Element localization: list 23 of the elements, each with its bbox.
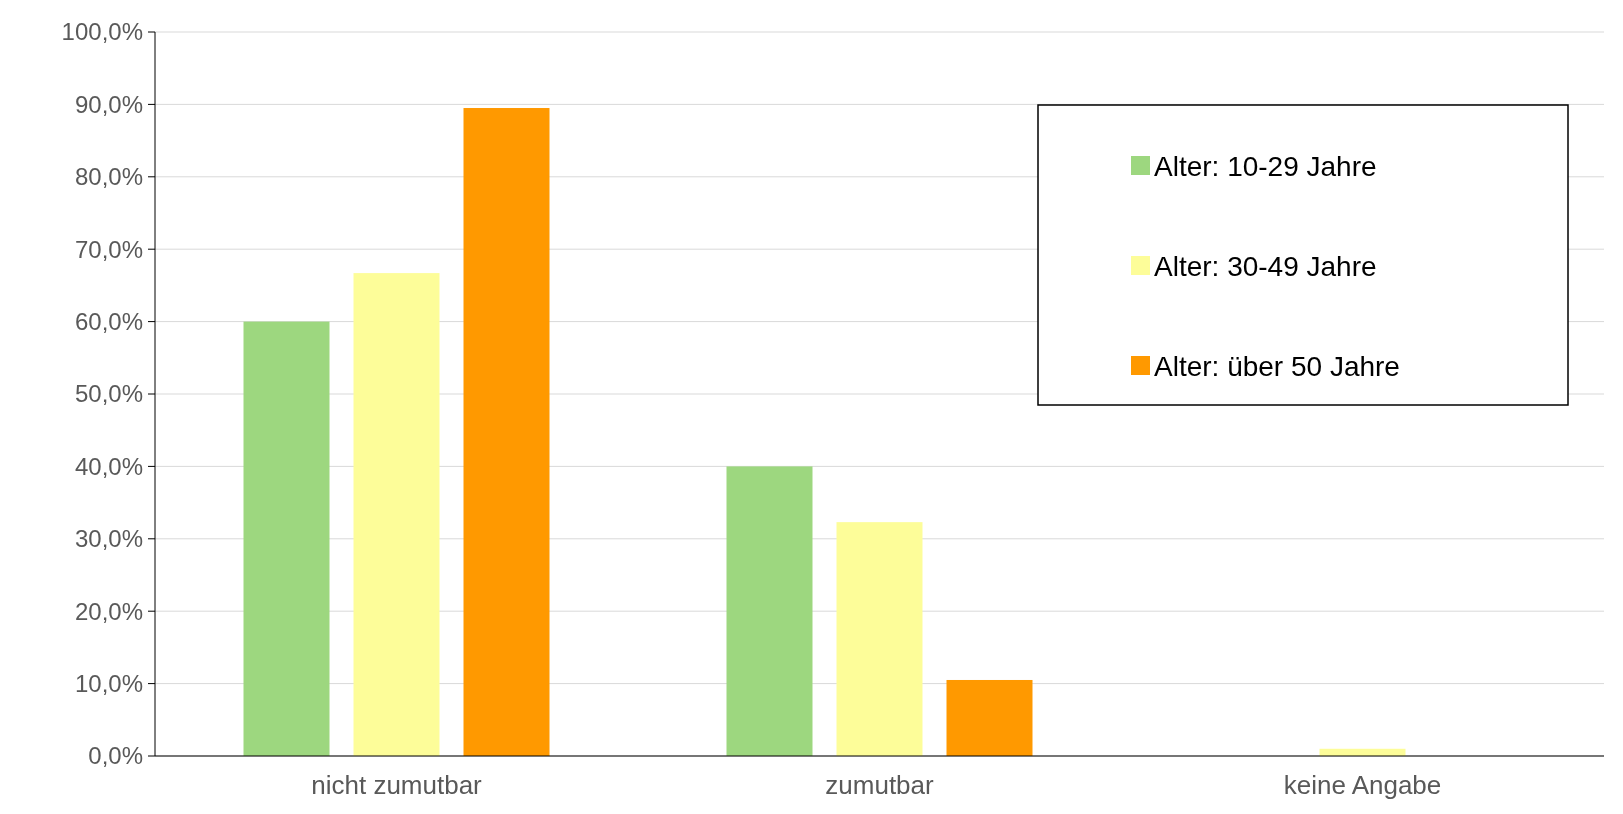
y-tick-label: 20,0% [74,597,143,625]
y-tick-label: 50,0% [74,380,143,408]
y-tick-label: 40,0% [74,452,143,480]
x-tick-label: nicht zumutbar [311,770,483,800]
bar [243,321,330,756]
y-tick-label: 30,0% [74,525,143,553]
y-tick-label: 100,0% [61,18,143,46]
y-tick-label: 70,0% [74,235,143,263]
bar [463,108,550,756]
y-tick-label: 90,0% [74,90,143,118]
y-tick-label: 10,0% [74,670,143,697]
x-tick-label: zumutbar [825,770,935,800]
y-tick-label: 60,0% [74,308,143,335]
bar [836,522,923,756]
legend-label: Alter: 10-29 Jahre [1154,150,1377,182]
bar [946,679,1033,756]
y-tick-label: 0,0% [88,742,143,770]
bar [726,466,813,756]
legend-label: Alter: 30-49 Jahre [1154,250,1377,282]
y-tick-label: 80,0% [74,163,143,191]
x-tick-label: keine Angabe [1283,770,1442,800]
legend-label: Alter: über 50 Jahre [1154,350,1400,382]
bar [353,273,440,756]
